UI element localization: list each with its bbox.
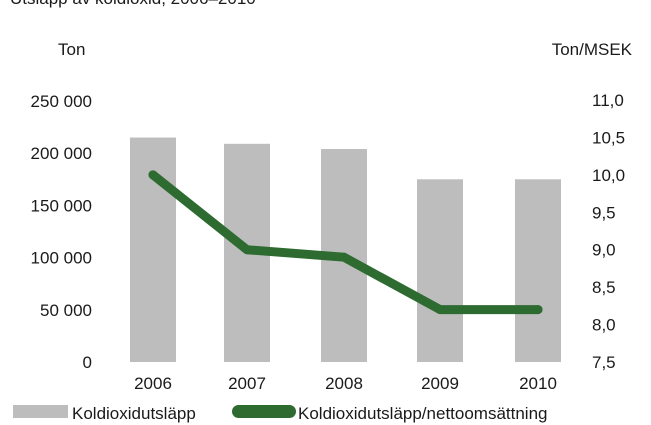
bar-2010 <box>515 179 561 362</box>
right-tick-label: 9,0 <box>592 241 616 260</box>
x-tick-label: 2007 <box>228 374 266 393</box>
chart-title: Utsläpp av koldioxid, 2006–2010 <box>10 0 256 8</box>
line-series <box>148 170 543 315</box>
line-point-2010 <box>533 305 543 315</box>
left-axis-ticks: 0 50 000 100 000 150 000 200 000 250 000 <box>31 92 92 372</box>
line-point-2008 <box>339 252 349 262</box>
right-tick-label: 11,0 <box>592 91 624 110</box>
x-tick-label: 2006 <box>134 374 172 393</box>
right-tick-label: 8,5 <box>592 278 616 297</box>
left-axis-unit-label: Ton <box>58 40 85 59</box>
x-tick-label: 2008 <box>325 374 363 393</box>
left-tick-label: 250 000 <box>31 92 92 111</box>
right-axis-unit-label: Ton/MSEK <box>552 40 633 59</box>
right-tick-label: 10,0 <box>592 166 625 185</box>
right-tick-label: 7,5 <box>592 353 616 372</box>
legend-swatch-bars <box>13 405 68 418</box>
legend-label-line: Koldioxidutsläpp/nettoomsättning <box>298 404 548 423</box>
right-axis-ticks: 7,5 8,0 8,5 9,0 9,5 10,0 10,5 11,0 <box>592 91 625 372</box>
right-tick-label: 9,5 <box>592 203 616 222</box>
left-tick-label: 100 000 <box>31 249 92 268</box>
legend: Koldioxidutsläpp Koldioxidutsläpp/nettoo… <box>13 404 548 423</box>
left-tick-label: 0 <box>83 353 92 372</box>
legend-swatch-line <box>232 405 296 418</box>
x-tick-label: 2010 <box>519 374 557 393</box>
legend-label-bars: Koldioxidutsläpp <box>72 404 196 423</box>
x-tick-label: 2009 <box>421 374 459 393</box>
left-tick-label: 150 000 <box>31 196 92 215</box>
bar-series <box>130 137 561 362</box>
line-point-2009 <box>435 305 445 315</box>
right-tick-label: 8,0 <box>592 316 616 335</box>
left-tick-label: 50 000 <box>40 301 92 320</box>
line-point-2007 <box>242 245 252 255</box>
bar-2009 <box>417 179 463 362</box>
line-point-2006 <box>148 170 158 180</box>
left-tick-label: 200 000 <box>31 144 92 163</box>
x-axis-ticks: 2006 2007 2008 2009 2010 <box>134 374 557 393</box>
right-tick-label: 10,5 <box>592 128 625 147</box>
